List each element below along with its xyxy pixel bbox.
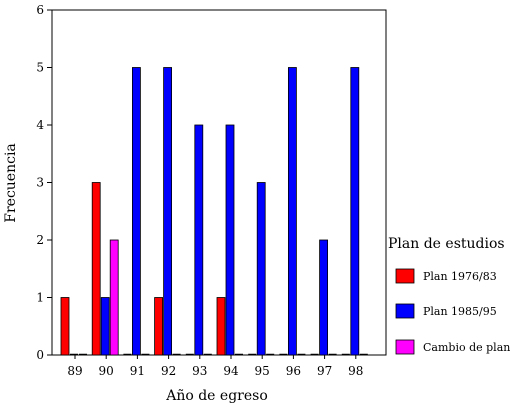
legend-label: Plan 1985/95: [423, 305, 497, 318]
y-tick-label: 2: [36, 233, 44, 247]
bar: [225, 124, 235, 356]
bar: [100, 297, 110, 356]
bar: [319, 239, 329, 356]
bar: [350, 67, 360, 356]
y-tick-label: 3: [36, 176, 44, 190]
bar: [60, 297, 70, 356]
y-axis-title: Frecuencia: [3, 143, 19, 223]
y-tick-label: 5: [36, 61, 44, 75]
x-tick-label: 94: [223, 364, 239, 378]
x-tick-label: 91: [130, 364, 145, 378]
bar: [131, 67, 141, 356]
x-tick-label: 92: [161, 364, 176, 378]
x-tick-label: 96: [286, 364, 301, 378]
x-tick-label: 98: [348, 364, 363, 378]
x-tick-label: 93: [192, 364, 207, 378]
x-axis-ticks: 89 90 91 92 93 94 95 96 97 98: [67, 355, 363, 378]
bars-group: [60, 67, 368, 356]
legend-swatch: [395, 268, 415, 284]
legend-title: Plan de estudios: [388, 236, 505, 252]
bar: [256, 182, 266, 356]
y-tick-label: 6: [36, 3, 44, 17]
bar: [154, 297, 164, 356]
bar: [109, 239, 119, 356]
x-tick-label: 89: [67, 364, 82, 378]
x-tick-label: 97: [317, 364, 332, 378]
y-tick-label: 0: [36, 348, 44, 362]
y-tick-label: 4: [36, 118, 44, 132]
x-axis-title: Año de egreso: [165, 388, 268, 404]
bar: [91, 182, 101, 356]
legend-swatch: [395, 339, 415, 355]
y-axis-ticks: 0 1 2 3 4 5 6: [36, 3, 52, 362]
bar: [194, 124, 204, 356]
legend-swatch: [395, 303, 415, 319]
y-tick-label: 1: [36, 291, 44, 305]
bar: [287, 67, 297, 356]
bar: [216, 297, 226, 356]
legend-label: Plan 1976/83: [423, 270, 497, 283]
bar: [163, 67, 173, 356]
legend: Plan de estudios Plan 1976/83 Plan 1985/9…: [388, 236, 510, 355]
legend-label: Cambio de plan: [423, 341, 510, 354]
x-tick-label: 95: [255, 364, 270, 378]
x-tick-label: 90: [99, 364, 114, 378]
